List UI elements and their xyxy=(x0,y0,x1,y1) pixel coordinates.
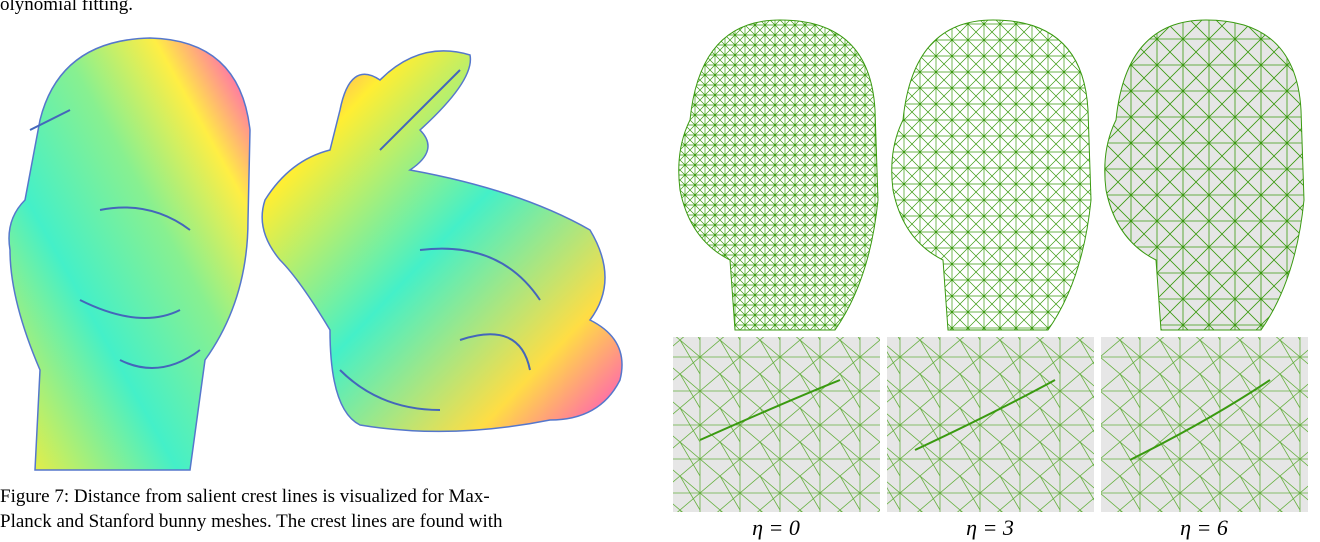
caption-line: Planck and Stanford bunny meshes. The cr… xyxy=(0,511,503,533)
page: olynomial fitting. xyxy=(0,0,1320,542)
head-heatmap xyxy=(9,38,250,470)
eta-label: η = 3 xyxy=(890,515,1090,541)
wireframe-heads xyxy=(673,20,1308,512)
bunny-heatmap xyxy=(262,51,622,432)
caption-line: Figure 7: Distance from salient crest li… xyxy=(0,486,490,508)
eta-label: η = 6 xyxy=(1104,515,1304,541)
eta-label: η = 0 xyxy=(676,515,876,541)
figures xyxy=(0,0,1320,542)
